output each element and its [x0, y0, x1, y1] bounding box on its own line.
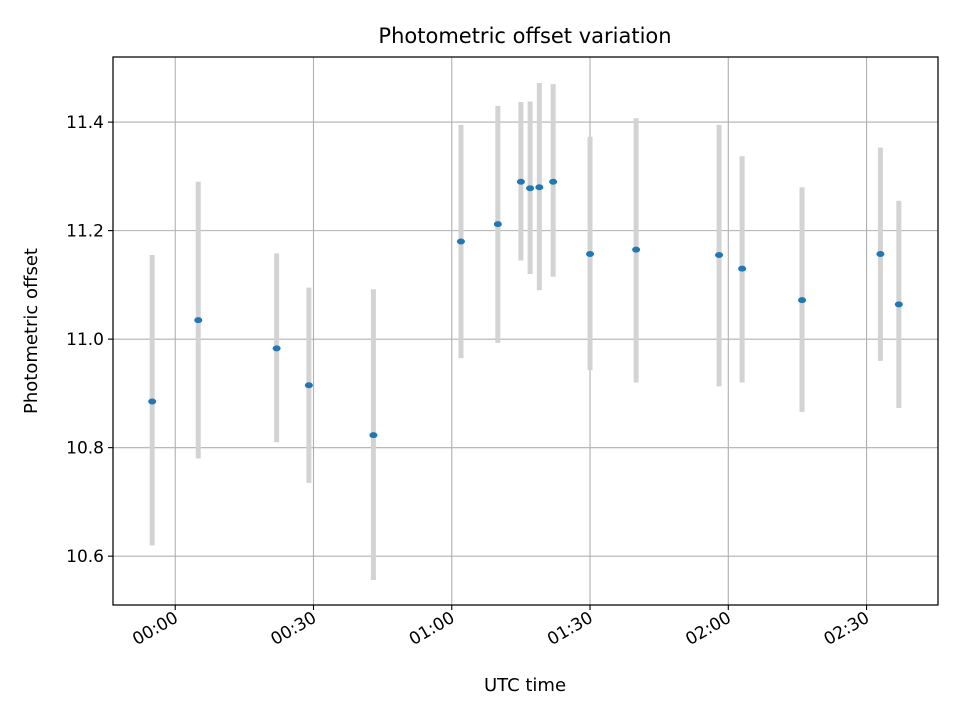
data-point [369, 432, 378, 439]
x-tick-label: 02:30 [821, 608, 873, 650]
data-point [148, 398, 157, 405]
x-tick-label: 01:00 [406, 608, 458, 650]
data-point [549, 178, 558, 185]
data-point [876, 250, 885, 257]
data-point [456, 238, 465, 245]
x-tick-label: 00:30 [268, 608, 320, 650]
data-point [304, 382, 313, 389]
errorbar-layer [149, 83, 902, 581]
data-point [194, 317, 203, 324]
x-tick-label: 01:30 [544, 608, 596, 650]
grid-layer [113, 57, 938, 605]
data-point [632, 246, 641, 253]
x-tick-label: 02:00 [682, 608, 734, 650]
data-point [586, 250, 595, 257]
data-point [493, 221, 502, 228]
data-point [798, 297, 807, 304]
y-tick-label: 11.4 [66, 113, 104, 133]
data-point [535, 184, 544, 191]
x-axis-title: UTC time [484, 675, 566, 696]
plot-frame [112, 56, 939, 606]
data-point [738, 265, 747, 272]
data-point [272, 345, 281, 352]
y-tick-label: 10.6 [66, 547, 104, 567]
y-axis: 10.6 10.8 11.0 11.2 11.4 [66, 113, 113, 567]
x-tick-label: 00:00 [129, 608, 181, 650]
x-axis: 00:00 00:30 01:00 01:30 02:00 02:30 [129, 605, 873, 650]
chart-title: Photometric offset variation [378, 24, 671, 48]
data-point [526, 185, 535, 192]
y-axis-title: Photometric offset [21, 248, 42, 414]
y-tick-label: 10.8 [66, 439, 104, 459]
data-point [715, 252, 724, 259]
y-tick-label: 11.0 [66, 330, 104, 350]
data-point [894, 301, 903, 308]
data-point [516, 178, 525, 185]
marker-layer [148, 178, 903, 439]
y-tick-label: 11.2 [66, 222, 104, 242]
